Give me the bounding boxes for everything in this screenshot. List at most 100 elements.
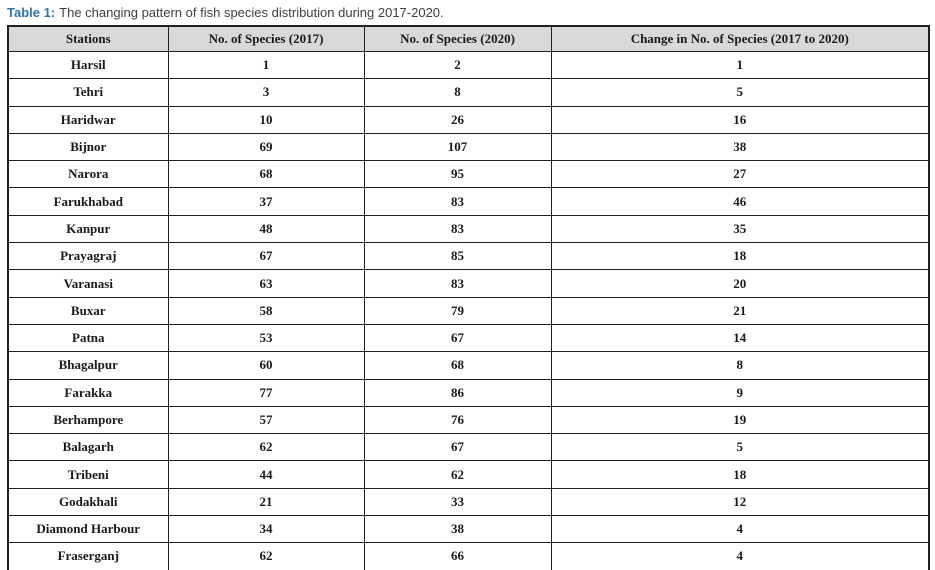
cell-species-2017: 67 [167, 242, 365, 271]
table-row: Haridwar 10 26 16 [7, 105, 930, 134]
cell-species-2017: 63 [167, 269, 365, 298]
table-caption: Table 1: The changing pattern of fish spe… [7, 4, 928, 21]
cell-station: Bhagalpur [7, 351, 169, 380]
table-row: Patna 53 67 14 [7, 323, 930, 353]
cell-station: Prayagraj [7, 242, 169, 271]
col-header-species-2017: No. of Species (2017) [167, 25, 365, 52]
table-row: Bhagalpur 60 68 8 [7, 351, 930, 380]
cell-change: 4 [550, 542, 930, 570]
header-row: Stations No. of Species (2017) No. of Sp… [7, 25, 930, 52]
cell-station: Godakhali [7, 487, 169, 517]
cell-change: 14 [550, 323, 930, 353]
cell-change: 16 [550, 105, 930, 134]
cell-species-2020: 67 [363, 323, 552, 353]
cell-change: 38 [550, 132, 930, 162]
cell-species-2020: 95 [363, 160, 552, 189]
table-row: Farakka 77 86 9 [7, 378, 930, 407]
table-row: Diamond Harbour 34 38 4 [7, 515, 930, 544]
cell-change: 5 [550, 78, 930, 107]
table-row: Tehri 3 8 5 [7, 78, 930, 107]
cell-species-2020: 86 [363, 378, 552, 407]
table-caption-label: Table 1: [7, 5, 56, 20]
cell-change: 1 [550, 50, 930, 80]
cell-species-2020: 68 [363, 351, 552, 380]
table-row: Prayagraj 67 85 18 [7, 242, 930, 271]
cell-station: Farukhabad [7, 187, 169, 216]
cell-species-2017: 57 [167, 405, 365, 435]
table-row: Berhampore 57 76 19 [7, 405, 930, 435]
cell-species-2020: 107 [363, 132, 552, 162]
cell-change: 8 [550, 351, 930, 380]
cell-species-2020: 83 [363, 187, 552, 216]
fish-species-table: Stations No. of Species (2017) No. of Sp… [7, 25, 930, 570]
table-row: Buxar 58 79 21 [7, 296, 930, 325]
cell-species-2017: 37 [167, 187, 365, 216]
cell-species-2017: 44 [167, 460, 365, 489]
table-row: Harsil 1 2 1 [7, 50, 930, 80]
table-caption-text: The changing pattern of fish species dis… [59, 5, 444, 20]
cell-change: 18 [550, 460, 930, 489]
cell-change: 18 [550, 242, 930, 271]
cell-station: Bijnor [7, 132, 169, 162]
cell-change: 46 [550, 187, 930, 216]
cell-station: Diamond Harbour [7, 515, 169, 544]
cell-species-2017: 53 [167, 323, 365, 353]
table-row: Godakhali 21 33 12 [7, 487, 930, 517]
cell-change: 27 [550, 160, 930, 189]
cell-station: Balagarh [7, 433, 169, 462]
table-row: Narora 68 95 27 [7, 160, 930, 189]
table-row: Farukhabad 37 83 46 [7, 187, 930, 216]
cell-species-2017: 21 [167, 487, 365, 517]
cell-species-2017: 10 [167, 105, 365, 134]
cell-station: Farakka [7, 378, 169, 407]
cell-species-2020: 26 [363, 105, 552, 134]
table-row: Balagarh 62 67 5 [7, 433, 930, 462]
cell-species-2020: 2 [363, 50, 552, 80]
cell-station: Narora [7, 160, 169, 189]
cell-species-2020: 85 [363, 242, 552, 271]
cell-change: 35 [550, 214, 930, 244]
col-header-stations: Stations [7, 25, 169, 52]
cell-change: 21 [550, 296, 930, 325]
cell-change: 9 [550, 378, 930, 407]
table-row: Varanasi 63 83 20 [7, 269, 930, 298]
cell-station: Haridwar [7, 105, 169, 134]
cell-species-2017: 68 [167, 160, 365, 189]
cell-change: 12 [550, 487, 930, 517]
table-row: Bijnor 69 107 38 [7, 132, 930, 162]
cell-species-2017: 69 [167, 132, 365, 162]
cell-species-2017: 1 [167, 50, 365, 80]
cell-station: Berhampore [7, 405, 169, 435]
table-row: Kanpur 48 83 35 [7, 214, 930, 244]
cell-species-2020: 38 [363, 515, 552, 544]
cell-species-2020: 66 [363, 542, 552, 570]
cell-species-2017: 60 [167, 351, 365, 380]
col-header-species-2020: No. of Species (2020) [363, 25, 552, 52]
table-row: Fraserganj 62 66 4 [7, 542, 930, 570]
cell-station: Harsil [7, 50, 169, 80]
cell-species-2020: 8 [363, 78, 552, 107]
cell-species-2020: 67 [363, 433, 552, 462]
cell-station: Fraserganj [7, 542, 169, 570]
cell-species-2017: 58 [167, 296, 365, 325]
cell-change: 4 [550, 515, 930, 544]
cell-species-2017: 3 [167, 78, 365, 107]
cell-species-2017: 62 [167, 542, 365, 570]
cell-species-2020: 62 [363, 460, 552, 489]
table-row: Tribeni 44 62 18 [7, 460, 930, 489]
cell-species-2017: 34 [167, 515, 365, 544]
cell-species-2017: 48 [167, 214, 365, 244]
cell-species-2020: 33 [363, 487, 552, 517]
cell-species-2017: 77 [167, 378, 365, 407]
cell-change: 19 [550, 405, 930, 435]
cell-change: 5 [550, 433, 930, 462]
cell-station: Kanpur [7, 214, 169, 244]
cell-station: Buxar [7, 296, 169, 325]
table-body: Harsil 1 2 1 Tehri 3 8 5 Haridwar 10 26 … [7, 50, 930, 570]
cell-station: Tribeni [7, 460, 169, 489]
col-header-change: Change in No. of Species (2017 to 2020) [550, 25, 930, 52]
cell-species-2017: 62 [167, 433, 365, 462]
cell-change: 20 [550, 269, 930, 298]
cell-station: Varanasi [7, 269, 169, 298]
